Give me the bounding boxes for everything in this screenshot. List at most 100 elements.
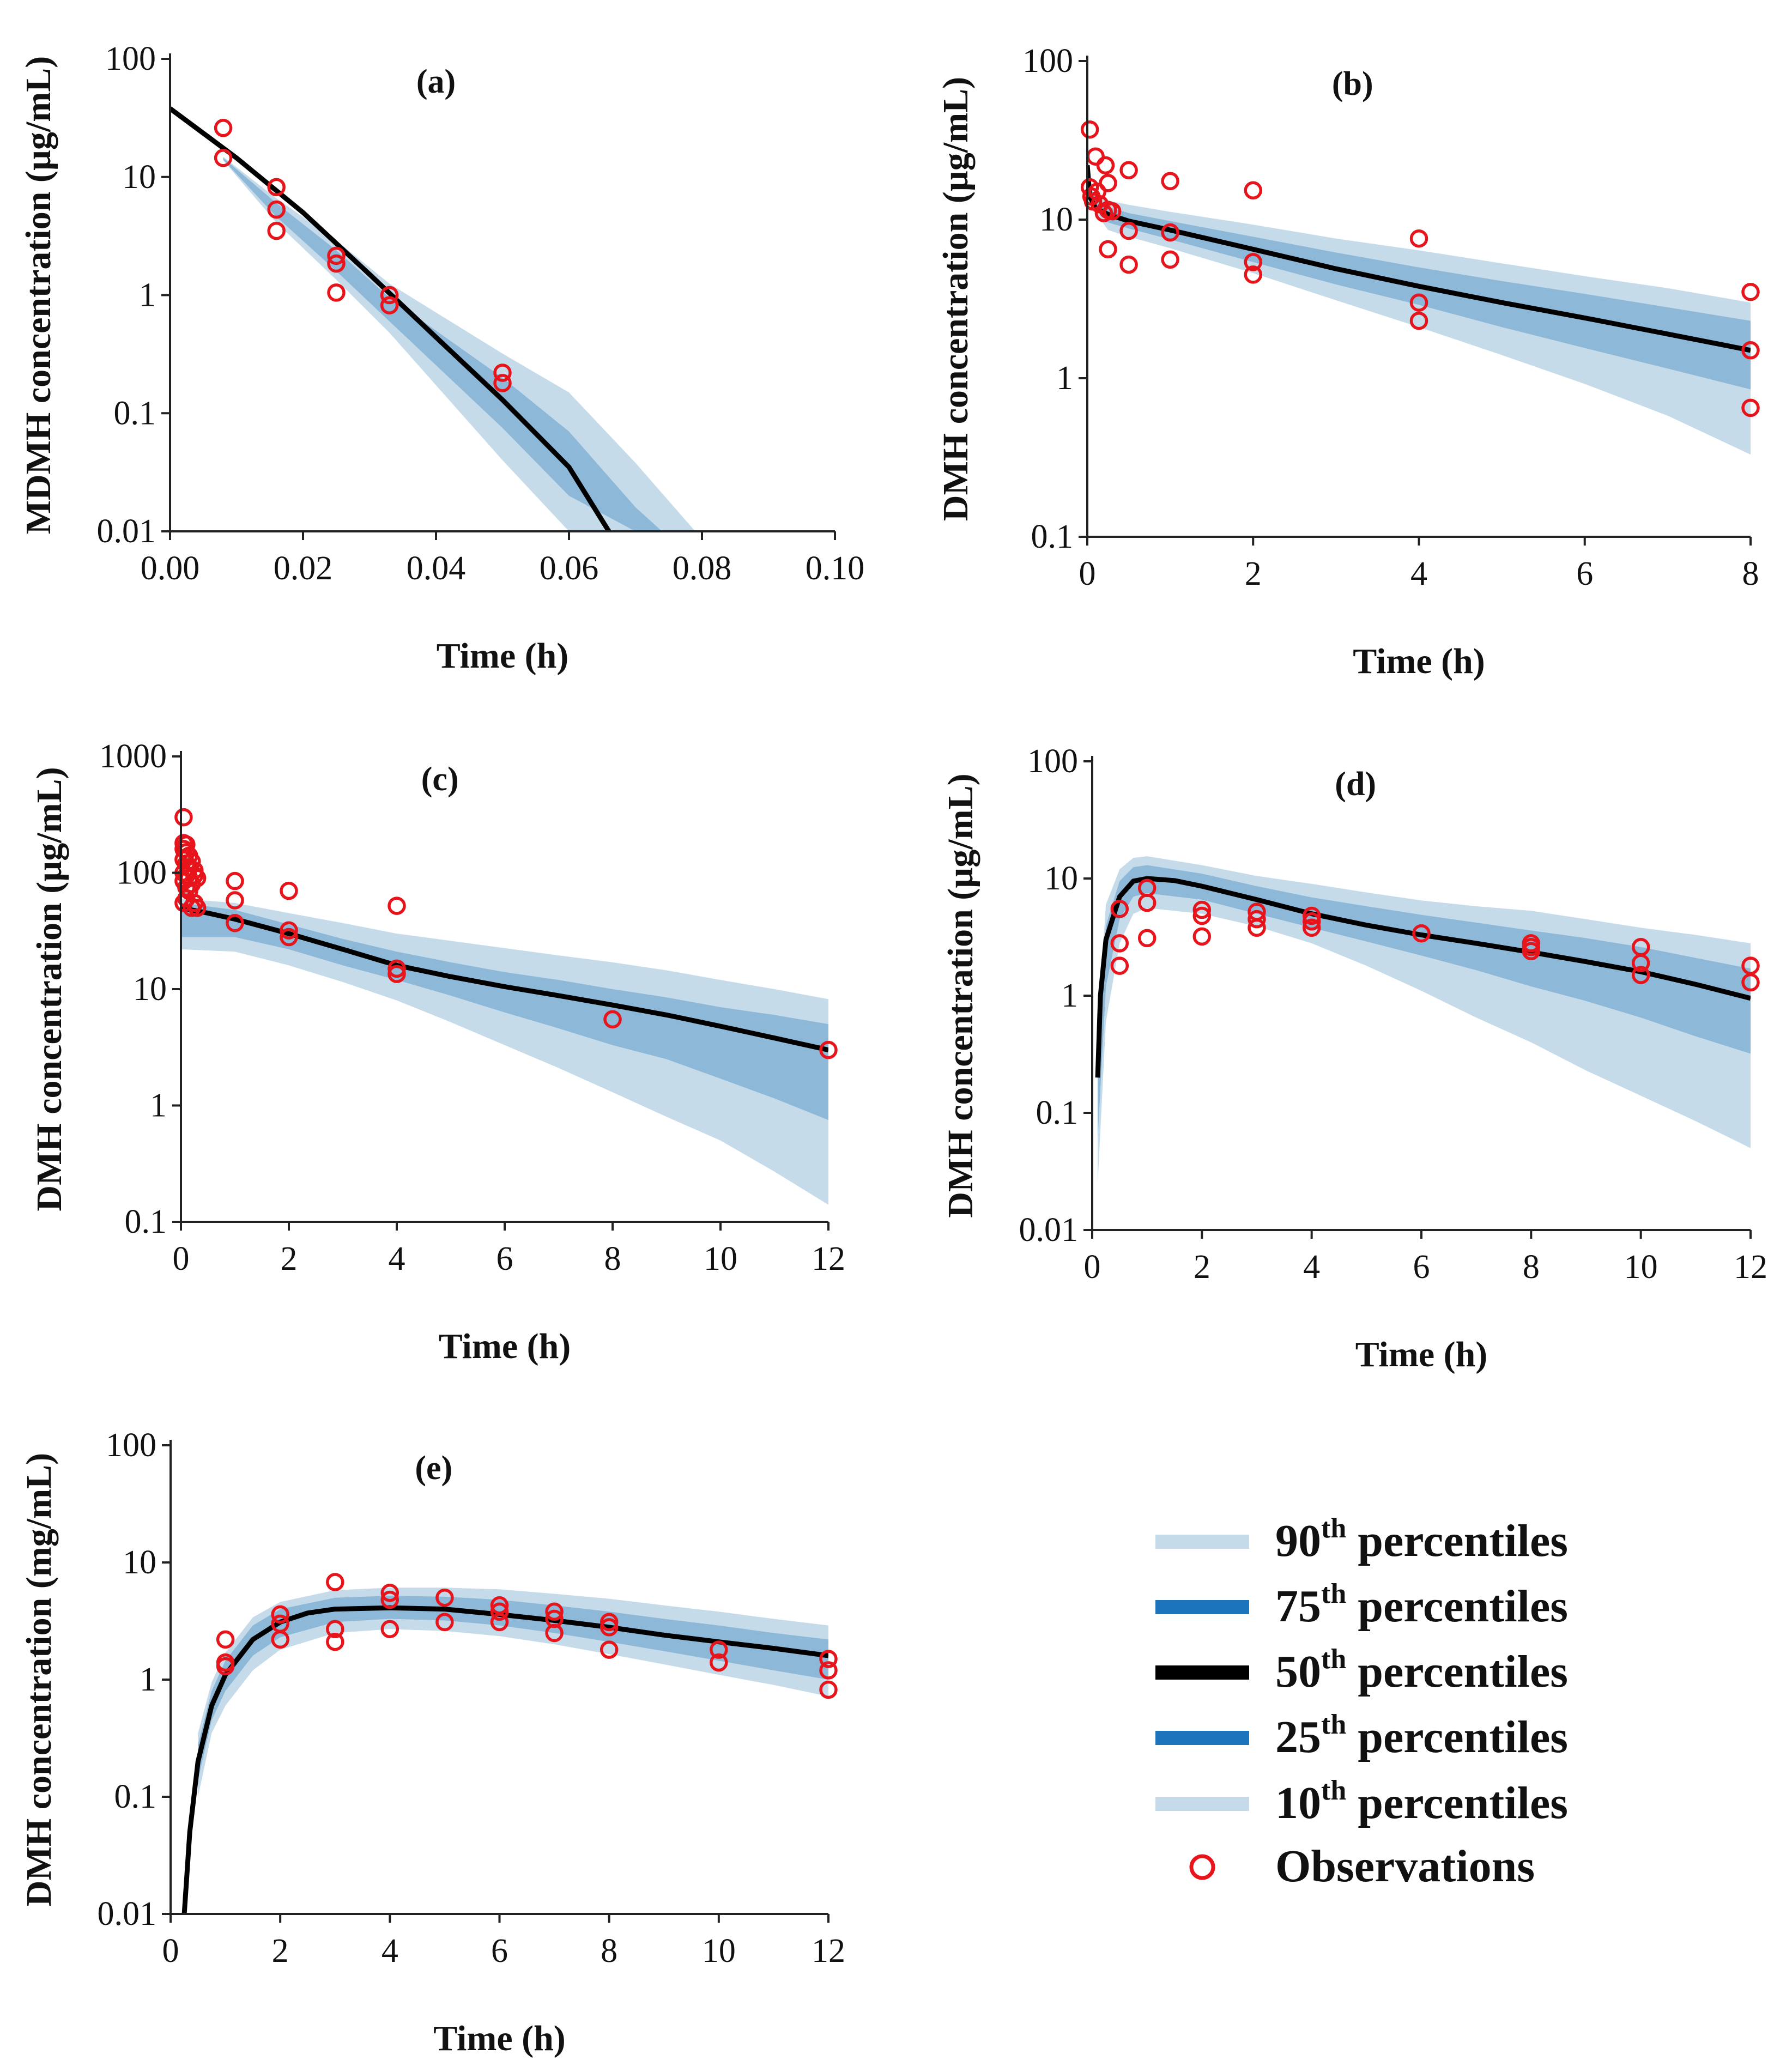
legend-text: percentiles <box>1346 1516 1568 1566</box>
observation-point <box>327 254 346 273</box>
y-tick-label: 0.01 <box>97 513 156 550</box>
observation-point <box>327 283 346 302</box>
band-75-25 <box>181 902 828 1120</box>
legend-item-p75: 75th percentiles <box>1155 1578 1568 1632</box>
y-tick-label: 0.1 <box>125 1203 167 1240</box>
panel-label: (a) <box>416 63 456 100</box>
observation-point <box>1119 161 1138 180</box>
x-tick-label: 0.02 <box>274 550 333 587</box>
observation-point <box>267 178 286 197</box>
y-axis-label: MDMH concentration (µg/mL) <box>19 56 58 535</box>
observation-point <box>1161 172 1179 191</box>
x-tick-label: 4 <box>382 1932 398 1970</box>
y-tick-label: 0.1 <box>114 395 156 432</box>
x-tick-label: 12 <box>812 1240 845 1277</box>
observation-point <box>1409 293 1428 312</box>
band-75-25 <box>1089 192 1751 390</box>
panel-label: (e) <box>415 1450 452 1487</box>
observation-point <box>435 1588 454 1607</box>
y-tick-label: 100 <box>106 1427 156 1464</box>
observation-point <box>1741 973 1760 992</box>
observation-point <box>1248 910 1266 929</box>
observation-point <box>271 1605 289 1624</box>
x-tick-label: 6 <box>1576 555 1593 592</box>
band-75-25 <box>198 1596 828 1780</box>
legend-label: 90th percentiles <box>1275 1513 1568 1566</box>
observation-point <box>600 1613 619 1632</box>
observation-point <box>710 1653 728 1672</box>
legend-superscript: th <box>1321 1578 1346 1609</box>
observation-point <box>1302 912 1321 931</box>
legend-item-p90: 90th percentiles <box>1155 1513 1568 1566</box>
x-axis-label: Time (h) <box>437 636 569 676</box>
legend-number: 75 <box>1275 1581 1321 1632</box>
observation-point <box>819 1040 838 1059</box>
observation-point <box>1080 120 1099 139</box>
x-tick-label: 0 <box>162 1932 179 1970</box>
observation-point <box>280 921 298 940</box>
x-tick-label: 12 <box>812 1932 845 1970</box>
observation-point <box>327 246 346 265</box>
observation-point <box>1244 253 1263 271</box>
y-tick-label: 10 <box>122 159 156 196</box>
legend-label: Observations <box>1275 1841 1535 1892</box>
y-tick-label: 1 <box>150 1087 167 1124</box>
x-tick-label: 4 <box>1303 1249 1320 1286</box>
band-75-25 <box>1098 865 1751 1139</box>
legend-item-p10: 10th percentiles <box>1155 1775 1568 1828</box>
band-90-10 <box>223 156 703 531</box>
observation-point <box>174 808 193 827</box>
observation-point <box>1244 181 1263 200</box>
observation-point <box>226 913 244 932</box>
legend-text: percentiles <box>1346 1646 1568 1697</box>
legend-observation-marker <box>1189 1854 1215 1880</box>
observation-point <box>187 869 207 888</box>
x-axis-label: Time (h) <box>1353 641 1485 681</box>
x-tick-label: 10 <box>1624 1249 1658 1286</box>
observation-point <box>1244 265 1263 284</box>
observation-point <box>493 363 512 382</box>
observation-point <box>1741 398 1760 417</box>
x-tick-label: 2 <box>1194 1249 1210 1286</box>
observation-point <box>216 1657 235 1676</box>
x-tick-label: 0.08 <box>673 550 732 587</box>
x-tick-label: 0.04 <box>407 550 466 587</box>
y-tick-label: 100 <box>105 40 156 77</box>
observation-point <box>1631 954 1650 972</box>
observation-point <box>1192 906 1212 925</box>
observation-point <box>187 899 207 917</box>
observation-point <box>435 1613 454 1632</box>
x-tick-label: 8 <box>1742 555 1759 592</box>
observation-point <box>226 891 244 910</box>
y-tick-label: 100 <box>1022 43 1073 80</box>
observation-point <box>1412 924 1431 943</box>
legend-item-p25: 25th percentiles <box>1155 1709 1568 1762</box>
legend-number: 50 <box>1275 1646 1321 1697</box>
observation-point <box>1119 221 1138 240</box>
x-axis-label: Time (h) <box>1355 1335 1488 1374</box>
observation-point <box>1248 918 1266 937</box>
observation-point <box>1099 240 1117 259</box>
observation-point <box>177 835 196 854</box>
x-tick-label: 6 <box>497 1240 513 1277</box>
legend-label: 25th percentiles <box>1275 1709 1568 1762</box>
y-tick-label: 10 <box>133 971 167 1008</box>
x-tick-label: 8 <box>604 1240 621 1277</box>
legend-number: 10 <box>1275 1778 1321 1828</box>
legend-item-obs: Observations <box>1189 1841 1535 1892</box>
observation-point <box>326 1632 344 1651</box>
observation-point <box>600 1618 619 1637</box>
x-tick-label: 2 <box>1245 555 1262 592</box>
legend-number: 25 <box>1275 1712 1321 1762</box>
y-tick-label: 10 <box>1044 860 1078 897</box>
observation-point <box>1409 229 1428 248</box>
legend-superscript: th <box>1321 1513 1346 1544</box>
observation-point <box>380 1584 399 1602</box>
observation-point <box>326 1573 344 1591</box>
observation-point <box>490 1602 509 1621</box>
y-tick-label: 0.1 <box>1031 518 1074 555</box>
y-tick-label: 100 <box>116 855 167 892</box>
x-tick-label: 10 <box>702 1932 736 1970</box>
y-tick-label: 1 <box>1056 360 1073 397</box>
